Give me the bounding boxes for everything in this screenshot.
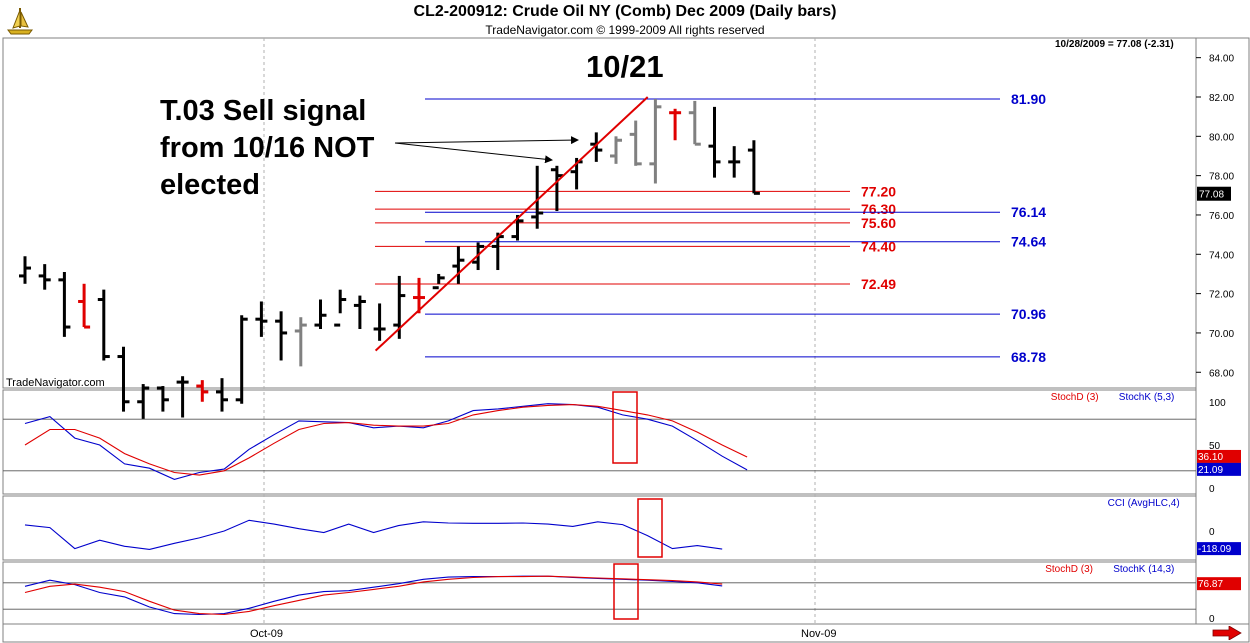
level-label: 76.30 bbox=[861, 201, 896, 217]
ohlc-bar bbox=[610, 136, 622, 164]
ohlc-bar bbox=[235, 315, 248, 404]
ohlc-bar bbox=[669, 108, 682, 141]
tradenavigator-logo-icon bbox=[7, 8, 33, 35]
ohlc-bar bbox=[452, 246, 465, 284]
ohlc-bar bbox=[629, 120, 642, 166]
stoch1-line bbox=[24, 403, 748, 480]
x-tick-label: Oct-09 bbox=[250, 628, 283, 640]
stoch2-panel bbox=[2, 561, 1197, 625]
x-axis-area bbox=[2, 623, 1250, 643]
x-tick-label: Nov-09 bbox=[801, 628, 836, 640]
y-tick-label: 84.00 bbox=[1209, 54, 1234, 65]
value-label-box bbox=[1197, 462, 1241, 476]
ohlc-bar bbox=[156, 386, 169, 412]
highlight-box bbox=[613, 563, 639, 620]
y-tick-label: 74.00 bbox=[1209, 250, 1234, 261]
peak-date-label: 10/21 bbox=[586, 49, 664, 84]
value-label-box bbox=[1197, 577, 1241, 591]
ohlc-bar bbox=[334, 289, 347, 327]
signal-annotation-text: from 10/16 NOT bbox=[160, 132, 375, 164]
level-label: 77.20 bbox=[861, 183, 896, 199]
ohlc-bar bbox=[78, 283, 91, 329]
scroll-right-arrow-icon[interactable] bbox=[1212, 626, 1242, 640]
watermark-text: TradeNavigator.com bbox=[6, 377, 105, 389]
value-label-text: 21.09 bbox=[1198, 465, 1223, 476]
ohlc-bar bbox=[19, 256, 31, 284]
ohlc-bar bbox=[373, 303, 386, 341]
level-label: 76.14 bbox=[1011, 204, 1046, 220]
ohlc-bar bbox=[275, 311, 288, 361]
y-tick-label: 72.00 bbox=[1209, 290, 1234, 301]
value-label-box bbox=[1197, 449, 1241, 463]
stoch1-line bbox=[24, 404, 748, 476]
cci-line bbox=[24, 519, 723, 550]
ohlc-bar bbox=[590, 132, 603, 162]
y-tick-label: 82.00 bbox=[1209, 93, 1234, 104]
ohlc-bar bbox=[58, 271, 71, 337]
ohlc-bar bbox=[137, 384, 150, 420]
level-label: 75.60 bbox=[861, 215, 896, 231]
y-tick-label: 76.00 bbox=[1209, 211, 1234, 222]
ohlc-bar bbox=[531, 165, 544, 229]
stoch2-line bbox=[24, 575, 723, 616]
ohlc-bar bbox=[353, 295, 366, 330]
value-label-text: -118.09 bbox=[1198, 544, 1232, 555]
trendline bbox=[374, 96, 649, 352]
level-label: 74.64 bbox=[1011, 234, 1046, 250]
y-tick-label: 0 bbox=[1209, 614, 1215, 625]
ohlc-bar bbox=[38, 264, 51, 290]
ohlc-bar bbox=[708, 106, 721, 178]
last-price-box bbox=[1197, 186, 1231, 201]
level-label: 81.90 bbox=[1011, 91, 1046, 107]
legend-label: CCI (AvgHLC,4) bbox=[1108, 498, 1180, 509]
ohlc-bar bbox=[176, 376, 189, 418]
ohlc-bar bbox=[728, 146, 741, 178]
last-quote-text: 10/28/2009 = 77.08 (-2.31) bbox=[1055, 39, 1174, 50]
signal-annotation-text: elected bbox=[160, 169, 260, 201]
annotation-arrow bbox=[394, 142, 553, 164]
ohlc-bar bbox=[196, 380, 209, 402]
signal-annotation-text: T.03 Sell signal bbox=[160, 95, 366, 127]
level-label: 70.96 bbox=[1011, 306, 1046, 322]
y-tick-label: 0 bbox=[1209, 527, 1215, 538]
highlight-box bbox=[637, 498, 663, 558]
y-tick-label: 80.00 bbox=[1209, 132, 1234, 143]
ohlc-bar bbox=[649, 98, 662, 184]
legend-label: StochK (14,3) bbox=[1113, 564, 1174, 575]
y-tick-label: 50 bbox=[1209, 441, 1221, 452]
y-tick-label: 0 bbox=[1209, 484, 1215, 495]
page-title: CL2-200912: Crude Oil NY (Comb) Dec 2009… bbox=[413, 3, 837, 20]
level-label: 68.78 bbox=[1011, 349, 1046, 365]
ohlc-bar bbox=[294, 317, 307, 367]
value-label-box bbox=[1197, 542, 1241, 556]
price-panel bbox=[2, 37, 1197, 389]
legend-label: StochD (3) bbox=[1045, 564, 1093, 575]
legend-label: StochK (5,3) bbox=[1119, 392, 1175, 403]
level-label: 72.49 bbox=[861, 276, 896, 292]
value-label-text: 76.87 bbox=[1198, 579, 1223, 590]
last-price-label: 77.08 bbox=[1199, 190, 1224, 201]
highlight-box bbox=[612, 391, 638, 464]
legend-label: StochD (3) bbox=[1051, 392, 1099, 403]
y-tick-label: 68.00 bbox=[1209, 368, 1234, 379]
ohlc-bar bbox=[688, 100, 701, 146]
ohlc-bar bbox=[314, 299, 327, 330]
y-tick-label: 70.00 bbox=[1209, 329, 1234, 340]
level-label: 74.40 bbox=[861, 238, 896, 254]
ohlc-bar bbox=[413, 277, 425, 314]
copyright-text: TradeNavigator.com © 1999-2009 All right… bbox=[485, 23, 765, 37]
y-tick-label: 78.00 bbox=[1209, 172, 1234, 183]
ohlc-bar bbox=[747, 140, 760, 195]
value-label-text: 36.10 bbox=[1198, 452, 1223, 463]
ohlc-bar bbox=[216, 378, 228, 412]
ohlc-bar bbox=[117, 346, 130, 412]
cci-panel bbox=[2, 495, 1197, 561]
annotation-arrow bbox=[394, 136, 579, 145]
ohlc-bar bbox=[432, 273, 445, 290]
ohlc-bar bbox=[97, 289, 110, 361]
y-tick-label: 100 bbox=[1209, 398, 1226, 409]
ohlc-bar bbox=[255, 301, 268, 337]
